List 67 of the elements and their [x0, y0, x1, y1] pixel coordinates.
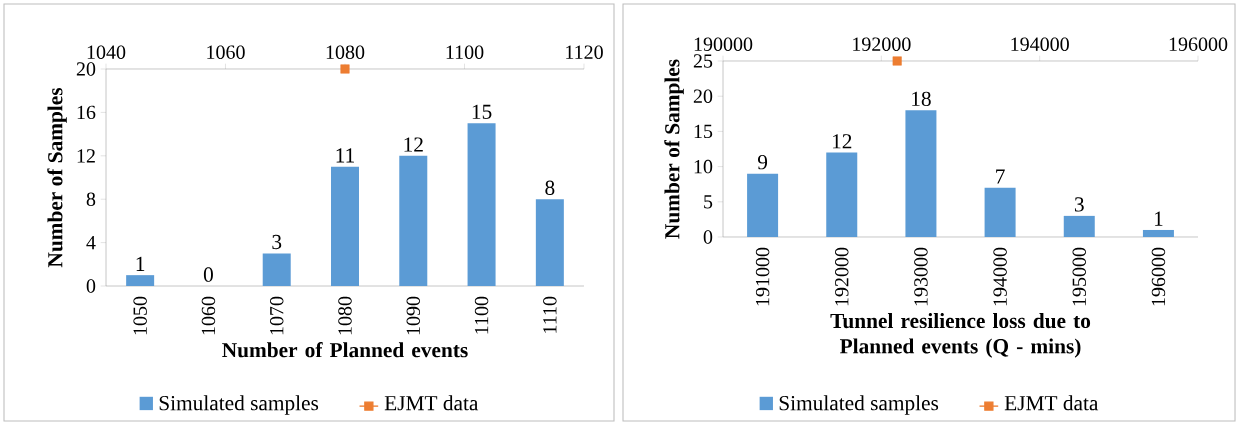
data-label: 8	[545, 180, 555, 195]
x2-tick-label: 1060	[207, 45, 245, 59]
bar	[1063, 215, 1095, 237]
data-label: 12	[832, 134, 852, 149]
x-tick-label: 192000	[835, 247, 849, 306]
data-label: 7	[996, 169, 1005, 184]
y-tick-label: 8	[86, 192, 96, 206]
bar	[826, 152, 858, 237]
data-label: 3	[272, 234, 282, 250]
x-axis-title: Number of Planned events	[222, 342, 468, 358]
bar	[467, 123, 496, 286]
y-tick-label: 25	[693, 54, 713, 68]
y-axis-title: Number of Samples	[47, 87, 67, 268]
x2-tick-label: 1040	[87, 45, 126, 59]
x2-tick-label: 190000	[694, 37, 753, 51]
legend-label: Simulated samples	[779, 395, 939, 415]
data-label: 1	[136, 256, 145, 271]
x2-tick-label: 1080	[326, 45, 365, 59]
bar	[535, 199, 564, 286]
x-tick-label: 194000	[993, 247, 1007, 306]
y-tick-label: 4	[86, 236, 96, 250]
x2-tick-label: 194000	[1011, 37, 1069, 51]
x-tick-label: 1090	[406, 296, 421, 335]
y-tick-label: 16	[77, 105, 96, 120]
y-tick-label: 20	[76, 62, 96, 76]
x-tick-label: 1110	[543, 296, 557, 333]
bar	[399, 155, 428, 286]
x-tick-label: 193000	[914, 247, 928, 306]
bar	[331, 166, 359, 286]
data-label: 18	[912, 91, 931, 107]
x2-tick-label: 1100	[446, 45, 484, 59]
bar	[984, 187, 1016, 237]
bar	[126, 275, 155, 286]
legend-label: EJMT data	[384, 395, 479, 411]
bar	[905, 110, 937, 237]
x-tick-label: 195000	[1072, 247, 1086, 306]
x-tick-label: 1070	[269, 296, 284, 335]
data-label: 1	[1154, 211, 1163, 226]
y-tick-label: 20	[693, 89, 713, 103]
x-tick-label: 1080	[338, 296, 352, 335]
x-axis-title: Tunnel resilience loss due to Planned events (Q - mins)	[830, 313, 1091, 358]
x-tick-label: 191000	[755, 247, 770, 306]
y-tick-label: 10	[694, 159, 713, 174]
data-label: 9	[757, 155, 768, 170]
x-tick-label: 1100	[474, 296, 489, 334]
y-tick-label: 15	[694, 124, 713, 139]
x-tick-label: 1060	[201, 296, 216, 335]
legend-label: Simulated samples	[159, 395, 319, 415]
data-label: 11	[336, 148, 354, 163]
x-tick-label: 196000	[1151, 247, 1166, 306]
bar	[747, 173, 779, 237]
data-label: 3	[1074, 197, 1084, 212]
y-axis-title: Number of Samples	[664, 59, 684, 239]
bar	[1142, 229, 1174, 237]
bar	[262, 253, 291, 286]
data-label: 0	[203, 267, 213, 282]
x2-tick-label: 192000	[853, 37, 911, 51]
y-tick-label: 0	[86, 279, 96, 293]
legend-label: EJMT data	[1004, 395, 1099, 411]
y-tick-label: 12	[77, 149, 95, 163]
y-tick-label: 5	[704, 195, 713, 209]
data-label: 15	[472, 104, 492, 119]
data-label: 12	[404, 137, 423, 152]
x2-tick-label: 196000	[1169, 37, 1228, 51]
y-tick-label: 0	[703, 230, 713, 244]
x-tick-label: 1050	[133, 296, 147, 335]
x2-tick-label: 1120	[566, 45, 603, 59]
